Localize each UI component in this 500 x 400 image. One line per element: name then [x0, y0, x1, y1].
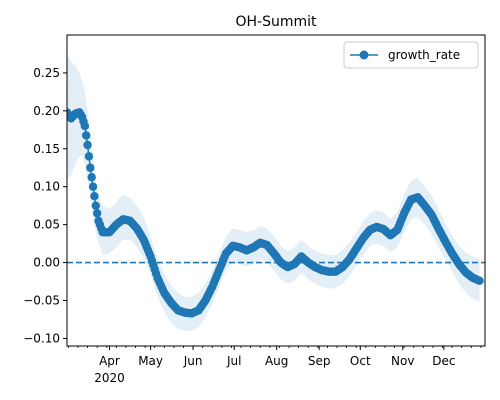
data-point [83, 140, 92, 150]
x-tick-sublabel: 2020 [94, 371, 125, 385]
x-tick-label: Oct [350, 354, 371, 368]
x-tick-label: May [138, 354, 163, 368]
x-tick-label: Dec [432, 354, 455, 368]
plot-area [67, 53, 485, 331]
axes: −0.10 −0.05 0.00 0.05 0.10 0.15 0.20 0.25 Apr 202… [23, 34, 486, 385]
y-tick-label: 0.25 [33, 66, 60, 80]
x-tick-label: Nov [391, 354, 414, 368]
data-point [81, 131, 91, 140]
series-markers-growth-rate [67, 108, 484, 318]
y-tick-label: −0.10 [23, 331, 60, 345]
data-point [86, 163, 95, 172]
x-tick-label: Aug [265, 354, 288, 368]
legend-label: growth_rate [388, 48, 460, 62]
x-tick-label: Sep [308, 354, 331, 368]
chart-title: OH-Summit [235, 14, 317, 30]
data-point [80, 121, 90, 131]
data-point [92, 209, 102, 218]
x-tick-label: Jun [183, 354, 203, 368]
legend-marker-swatch [359, 50, 369, 60]
plot-frame [66, 34, 486, 347]
y-tick-label: 0.00 [33, 256, 60, 270]
data-point [90, 191, 99, 201]
data-point [475, 276, 484, 285]
x-tick-label: Jul [226, 354, 241, 368]
data-point [91, 201, 100, 210]
legend: growth_rate [343, 41, 479, 69]
legend-box [343, 41, 479, 69]
y-tick-label: −0.05 [23, 293, 60, 307]
y-tick-label: 0.10 [33, 180, 60, 194]
data-point [87, 173, 96, 182]
y-tick-label: 0.15 [33, 142, 60, 156]
plot-content [67, 53, 485, 331]
y-tick-label: 0.20 [33, 104, 60, 118]
x-tick-label: Apr [99, 354, 120, 368]
data-point [88, 182, 98, 191]
confidence-band [67, 53, 480, 331]
data-point [84, 152, 94, 161]
y-tick-label: 0.05 [33, 218, 60, 232]
